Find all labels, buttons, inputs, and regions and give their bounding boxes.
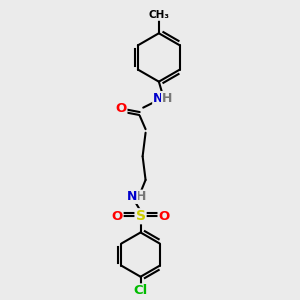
Text: H: H: [136, 190, 146, 203]
Text: N: N: [127, 190, 137, 203]
Text: O: O: [111, 210, 123, 223]
Text: Cl: Cl: [134, 284, 148, 297]
Text: S: S: [136, 209, 146, 223]
Text: H: H: [162, 92, 172, 105]
Text: O: O: [115, 102, 126, 115]
Text: CH₃: CH₃: [148, 10, 170, 20]
Text: O: O: [158, 210, 170, 223]
Text: N: N: [153, 92, 163, 105]
